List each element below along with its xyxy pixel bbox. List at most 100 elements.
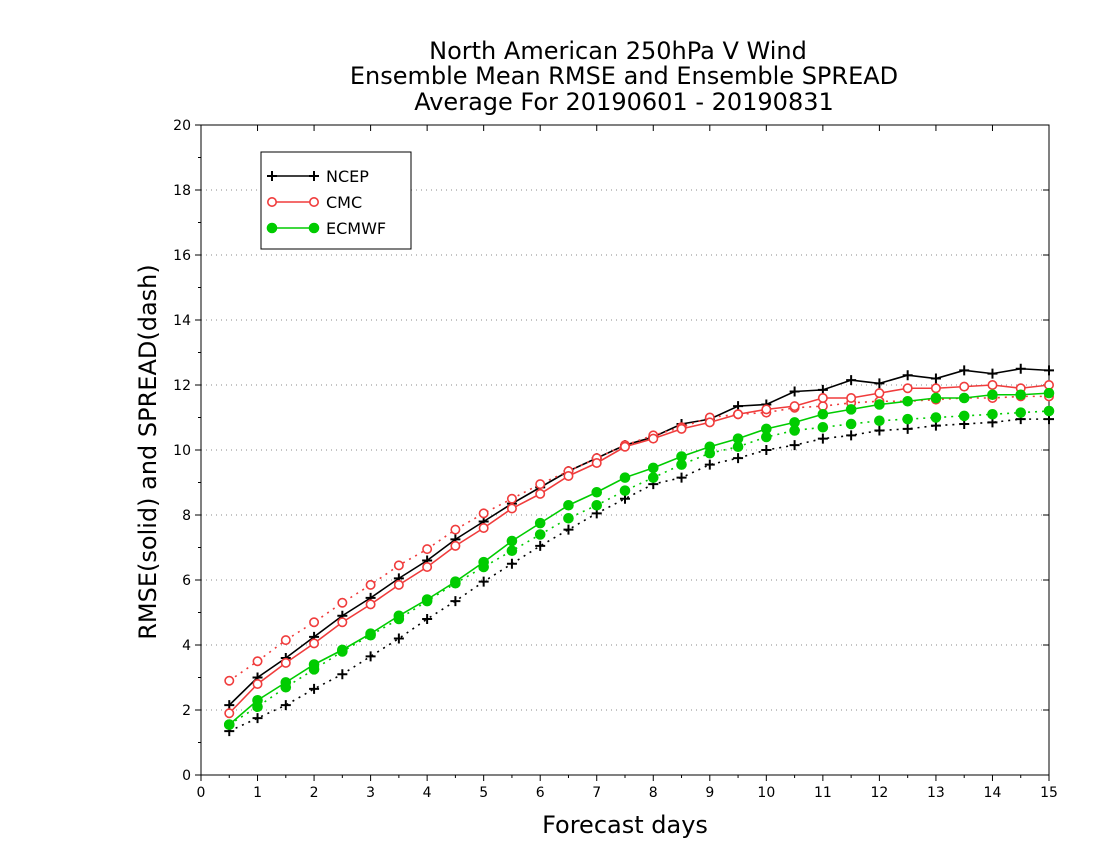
rmse-point xyxy=(676,451,687,462)
spread-point xyxy=(902,413,913,425)
x-tick-label: 9 xyxy=(705,785,714,801)
spread-point xyxy=(422,614,433,624)
rmse-point xyxy=(959,365,970,376)
rmse-point xyxy=(365,628,376,639)
spread-point xyxy=(534,529,546,540)
x-tick-label: 13 xyxy=(927,785,945,801)
rmse-point xyxy=(478,522,489,533)
spread-point xyxy=(252,713,263,724)
rmse-point xyxy=(422,561,433,572)
spread-point xyxy=(958,410,970,422)
spread-point xyxy=(874,415,885,427)
spread-point xyxy=(450,596,461,607)
spread-point xyxy=(704,459,715,470)
rmse-point xyxy=(987,389,998,401)
spread-point xyxy=(789,440,800,451)
legend: NCEP CMC ECMWF xyxy=(260,151,412,250)
rmse-point xyxy=(704,441,716,453)
rmse-point xyxy=(506,503,517,514)
rmse-point xyxy=(846,375,857,386)
y-tick-label: 6 xyxy=(182,573,191,589)
legend-marker-right xyxy=(308,197,319,208)
y-tick-label: 2 xyxy=(182,703,191,719)
rmse-point xyxy=(252,678,263,689)
spread-point xyxy=(817,433,828,444)
rmse-point xyxy=(732,433,744,444)
rmse-point xyxy=(733,409,744,420)
spread-line-ecmwf xyxy=(228,410,1050,726)
spread-point xyxy=(563,524,574,535)
legend-label: NCEP xyxy=(326,167,369,186)
spread-point xyxy=(280,635,291,646)
spread-point xyxy=(337,597,348,608)
series-cmc xyxy=(224,379,1055,719)
y-tick-label: 16 xyxy=(173,248,191,264)
spread-point xyxy=(506,493,517,504)
rmse-point xyxy=(309,638,320,649)
spread-point xyxy=(280,700,291,711)
rmse-point xyxy=(535,488,546,499)
rmse-point xyxy=(817,392,828,403)
rmse-point xyxy=(761,404,772,415)
rmse-point xyxy=(1044,365,1054,376)
y-tick-label: 12 xyxy=(173,378,191,394)
rmse-point xyxy=(478,556,489,568)
spread-point xyxy=(930,412,942,423)
rmse-point xyxy=(224,708,235,719)
rmse-point xyxy=(1043,387,1055,399)
rmse-point xyxy=(619,472,631,483)
spread-point xyxy=(647,472,659,483)
rmse-point xyxy=(676,423,687,434)
rmse-point xyxy=(450,540,461,551)
rmse-point xyxy=(874,399,885,410)
legend-marker-right xyxy=(309,171,319,181)
x-tick-label: 5 xyxy=(479,785,488,801)
rmse-point xyxy=(874,388,885,399)
spread-point xyxy=(309,683,320,694)
spread-point xyxy=(563,512,574,524)
rmse-point xyxy=(393,579,404,590)
rmse-point xyxy=(1015,389,1027,401)
series-ecmwf xyxy=(223,387,1055,730)
spread-point xyxy=(224,675,235,686)
spread-point xyxy=(845,418,857,430)
spread-point xyxy=(535,479,546,490)
series-group xyxy=(223,363,1055,737)
legend-label: CMC xyxy=(326,193,362,212)
rmse-point xyxy=(647,462,659,474)
y-axis-label: RMSE(solid) and SPREAD(dash) xyxy=(134,264,162,640)
rmse-point xyxy=(421,594,433,605)
rmse-point xyxy=(563,470,574,481)
x-tick-label: 15 xyxy=(1040,785,1058,801)
rmse-point xyxy=(987,368,998,379)
x-tick-label: 12 xyxy=(870,785,888,801)
rmse-point xyxy=(845,404,857,415)
rmse-point xyxy=(450,576,461,587)
rmse-point xyxy=(902,370,913,381)
rmse-point xyxy=(591,457,602,468)
rmse-point xyxy=(959,381,970,392)
y-tick-label: 8 xyxy=(182,508,191,524)
spread-point xyxy=(591,499,603,511)
rmse-point xyxy=(874,378,885,389)
legend-label: ECMWF xyxy=(326,219,386,238)
rmse-point xyxy=(789,417,800,428)
rmse-point xyxy=(902,383,913,394)
spread-point xyxy=(535,540,546,551)
spread-point xyxy=(1015,407,1027,418)
spread-point xyxy=(619,485,631,496)
x-tick-label: 14 xyxy=(984,785,1002,801)
rmse-point xyxy=(648,433,659,444)
rmse-point xyxy=(789,386,800,397)
spread-point xyxy=(252,656,263,667)
x-tick-label: 1 xyxy=(253,785,262,801)
spread-point xyxy=(817,421,829,433)
spread-line-ncep xyxy=(228,418,1049,732)
spread-point xyxy=(902,423,913,434)
x-tick-label: 4 xyxy=(423,785,432,801)
spread-point xyxy=(506,558,517,569)
spread-point xyxy=(450,524,461,535)
spread-point xyxy=(337,669,348,680)
rmse-point xyxy=(789,401,800,412)
